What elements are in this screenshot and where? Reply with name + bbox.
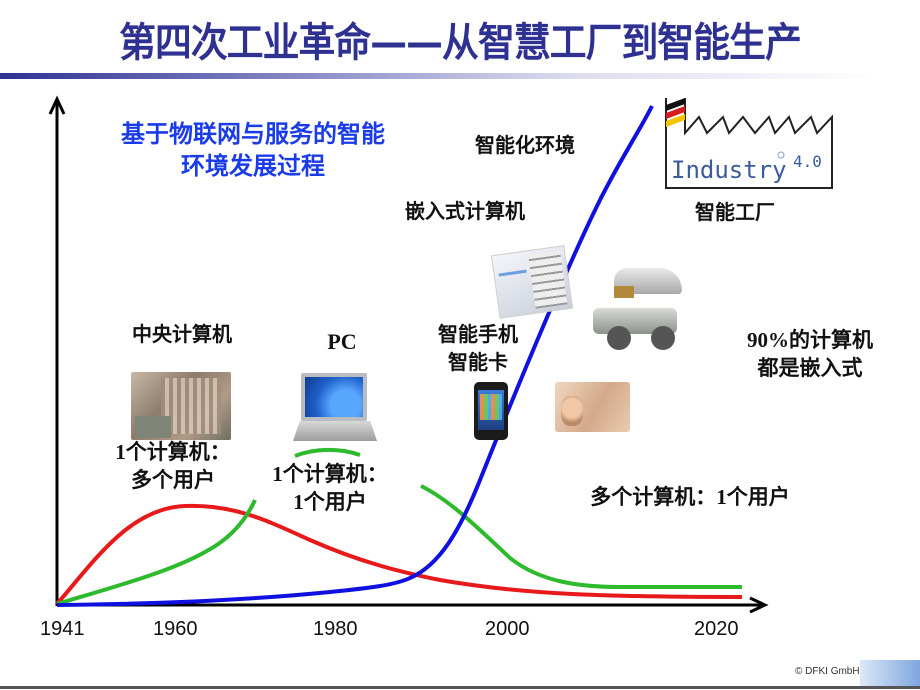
pc-curve-peak [294, 447, 361, 458]
y-axis-arrow-icon [48, 95, 66, 115]
smart-factory-label: 智能工厂 [695, 200, 775, 224]
laptop-photo [293, 373, 377, 445]
embedded-statistic: 90%的计算机 都是嵌入式 [720, 326, 900, 382]
wireless-icon [777, 151, 785, 159]
pc-curve-rise [56, 499, 257, 606]
x-axis-arrow-icon [749, 596, 769, 614]
mainframe-photo [131, 372, 231, 440]
smartphone-photo [474, 382, 508, 440]
title-underline-gradient [0, 73, 880, 79]
x-tick-1960: 1960 [153, 618, 198, 640]
mainframe-curve [55, 503, 743, 606]
ambient-environment-label: 智能化环境 [475, 133, 575, 157]
pc-curve-decline [420, 484, 742, 589]
smart-card-label: 智能卡 [448, 350, 508, 374]
industry-logo-text: Industry [671, 156, 787, 184]
footer-divider [0, 686, 920, 689]
mainframe-caption-line1: 1个计算机： [115, 440, 231, 464]
copyright-text: © DFKI GmbH [795, 666, 860, 677]
x-tick-2020: 2020 [694, 618, 739, 640]
mainframe-label: 中央计算机 [132, 322, 232, 346]
chart-subtitle-line2: 环境发展过程 [181, 152, 325, 180]
mainframe-caption-line2: 多个用户 [131, 468, 215, 492]
dfki-logo [860, 660, 920, 686]
smart-device-label: 智能手机 智能卡 [418, 320, 538, 376]
embedded-computer-label: 嵌入式计算机 [405, 199, 525, 223]
rfid-labels-photo [490, 245, 574, 319]
embedded-statistic-line2: 都是嵌入式 [757, 356, 863, 380]
chart-subtitle: 基于物联网与服务的智能 环境发展过程 [78, 118, 428, 182]
embedded-curve [56, 105, 654, 607]
industry-logo-version: 4.0 [793, 152, 822, 171]
pc-caption-line2: 1个用户 [293, 490, 367, 514]
x-tick-2000: 2000 [485, 618, 530, 640]
industry-4-logo: Industry 4.0 [665, 97, 835, 189]
id-card-photo [555, 382, 630, 432]
robot-car-photo [583, 296, 688, 356]
embedded-statistic-line1: 90%的计算机 [747, 328, 873, 352]
x-tick-1941: 1941 [40, 618, 85, 640]
many-computers-one-user-label: 多个计算机：1个用户 [590, 485, 790, 509]
chart-subtitle-line1: 基于物联网与服务的智能 [121, 120, 385, 148]
mainframe-caption: 1个计算机： 多个用户 [98, 438, 248, 494]
x-tick-1980: 1980 [313, 618, 358, 640]
pc-label: PC [327, 329, 357, 354]
smartphone-label: 智能手机 [438, 322, 518, 346]
slide-title: 第四次工业革命——从智慧工厂到智能生产 [119, 20, 802, 66]
smart-shoe-photo [610, 260, 686, 302]
pc-caption-line1: 1个计算机： [272, 462, 388, 486]
pc-caption: 1个计算机： 1个用户 [265, 460, 395, 516]
